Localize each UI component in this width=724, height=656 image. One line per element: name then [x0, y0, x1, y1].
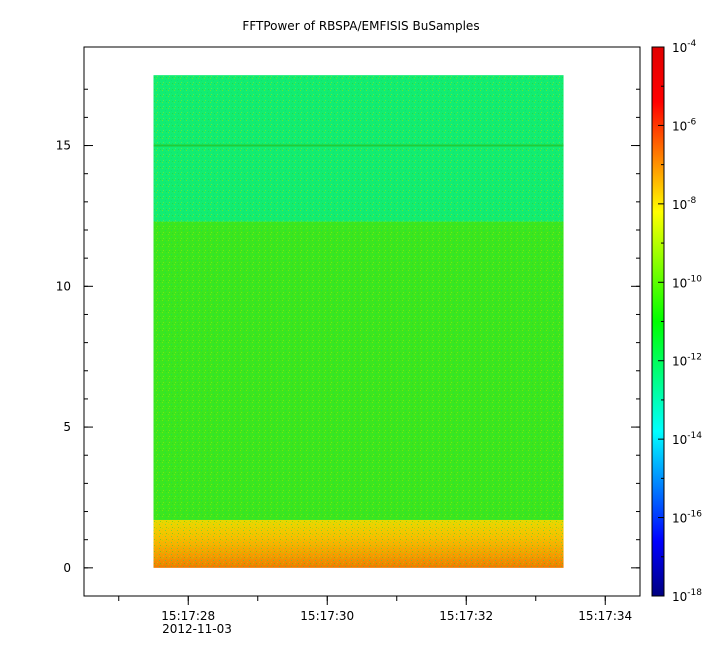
colorbar-tick-label: 10-6 [672, 117, 697, 133]
x-tick-label: 15:17:32 [439, 609, 493, 623]
colorbar-tick-label: 10-12 [672, 353, 702, 369]
colorbar-tick-label: 10-16 [672, 510, 702, 526]
y-axis: 0 5 10 15 [56, 88, 640, 575]
heatmap-texture [153, 221, 564, 520]
y-tick-label: 15 [56, 139, 71, 153]
heatmap-layer [153, 75, 564, 568]
y-tick-label: 10 [56, 279, 71, 293]
heatmap-texture [153, 519, 564, 568]
colorbar-tick-label: 10-10 [672, 274, 702, 290]
chart-title: FFTPower of RBSPA/EMFISIS BuSamples [242, 19, 479, 33]
y-tick-label: 5 [63, 420, 71, 434]
x-tick-label: 15:17:34 [578, 609, 632, 623]
colorbar-tick-label: 10-18 [672, 588, 702, 604]
y-tick-label: 0 [63, 561, 71, 575]
x-axis-date-label: 2012-11-03 [162, 622, 232, 636]
colorbar-tick-label: 10-8 [672, 196, 697, 212]
colorbar-axis: 10-4 10-6 10-8 10-10 10-12 10-14 10-16 10-18 [658, 39, 702, 604]
heatmap-texture [153, 75, 564, 222]
x-tick-label: 15:17:28 [161, 609, 215, 623]
colorbar-tick-label: 10-4 [672, 39, 697, 55]
x-axis: 15:17:28 15:17:30 15:17:32 15:17:34 [118, 596, 632, 623]
colorbar-tick-label: 10-14 [672, 431, 702, 447]
x-tick-label: 15:17:30 [300, 609, 354, 623]
